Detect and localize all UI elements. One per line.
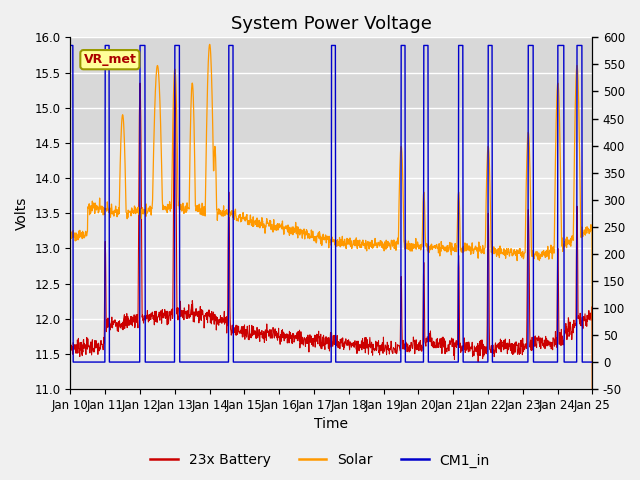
Legend: 23x Battery, Solar, CM1_in: 23x Battery, Solar, CM1_in (145, 448, 495, 473)
Y-axis label: Volts: Volts (15, 196, 29, 230)
Bar (70, 37, 593, 143)
Title: System Power Voltage: System Power Voltage (231, 15, 432, 33)
Text: VR_met: VR_met (83, 53, 136, 66)
X-axis label: Time: Time (314, 418, 348, 432)
